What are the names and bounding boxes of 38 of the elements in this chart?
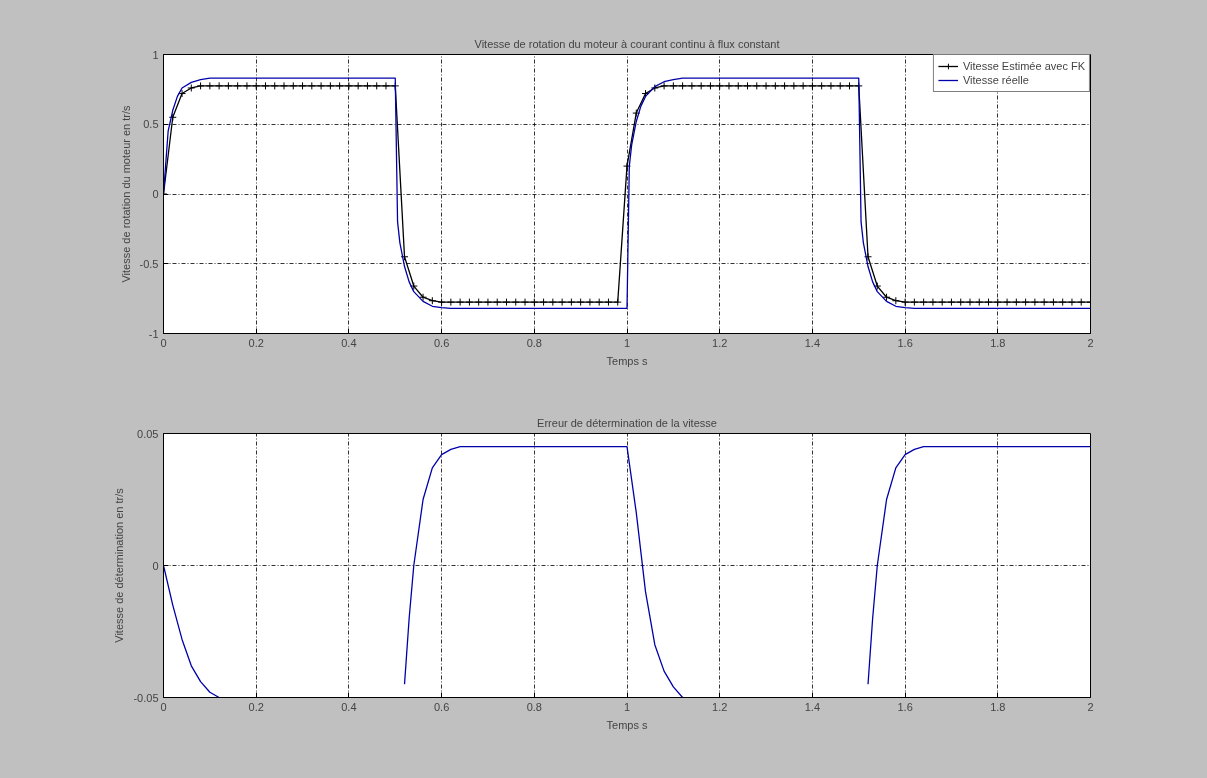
y-tick-label: 1 <box>152 48 159 61</box>
x-tick-label: 1 <box>623 336 631 349</box>
x-tick-label: 1.4 <box>804 700 821 713</box>
x-tick-label: 0.2 <box>248 700 264 713</box>
x-tick-label: 0.8 <box>526 336 542 349</box>
y-axis-title: Vitesse de détermination en tr/s <box>113 487 126 643</box>
y-tick-label: 0 <box>152 559 159 572</box>
x-tick-label: 1.6 <box>897 336 913 349</box>
y-tick-label: 0.05 <box>137 427 159 440</box>
x-axis-title: Temps s <box>606 718 648 731</box>
x-tick-label: 1.4 <box>804 336 821 349</box>
x-tick-label: 0.2 <box>248 336 264 349</box>
y-tick-label: -1 <box>148 327 159 340</box>
chart-title: Erreur de détermination de la vitesse <box>537 416 717 429</box>
x-tick-label: 1.8 <box>990 336 1006 349</box>
x-tick-label: 0.6 <box>433 700 450 713</box>
x-tick-label: 0 <box>160 336 167 349</box>
x-tick-label: 0 <box>160 700 167 713</box>
x-axis-title: Temps s <box>606 354 648 367</box>
x-tick-label: 2 <box>1087 336 1094 349</box>
x-tick-label: 1.2 <box>712 336 728 349</box>
x-tick-label: 1 <box>623 700 631 713</box>
y-axis-title: Vitesse de rotation du moteur en tr/s <box>119 104 132 283</box>
chart-title: Vitesse de rotation du moteur à courant continu à flux constant <box>474 37 780 50</box>
x-tick-label: 2 <box>1087 700 1094 713</box>
legend-label: Vitesse Estimée avec FK <box>962 59 1085 73</box>
x-tick-label: 1.6 <box>897 700 913 713</box>
legend-label: Vitesse réelle <box>962 73 1029 87</box>
y-tick-label: 0 <box>152 188 159 200</box>
x-tick-label: 0.4 <box>341 336 357 349</box>
y-tick-label: -0.5 <box>139 257 159 270</box>
x-tick-label: 1.8 <box>990 700 1006 713</box>
x-tick-label: 1.2 <box>712 700 728 713</box>
y-tick-label: -0.05 <box>133 691 159 704</box>
x-tick-label: 0.4 <box>341 700 357 713</box>
y-tick-label: 0.5 <box>143 118 159 131</box>
x-tick-label: 0.6 <box>433 336 450 349</box>
x-tick-label: 0.8 <box>526 700 542 713</box>
